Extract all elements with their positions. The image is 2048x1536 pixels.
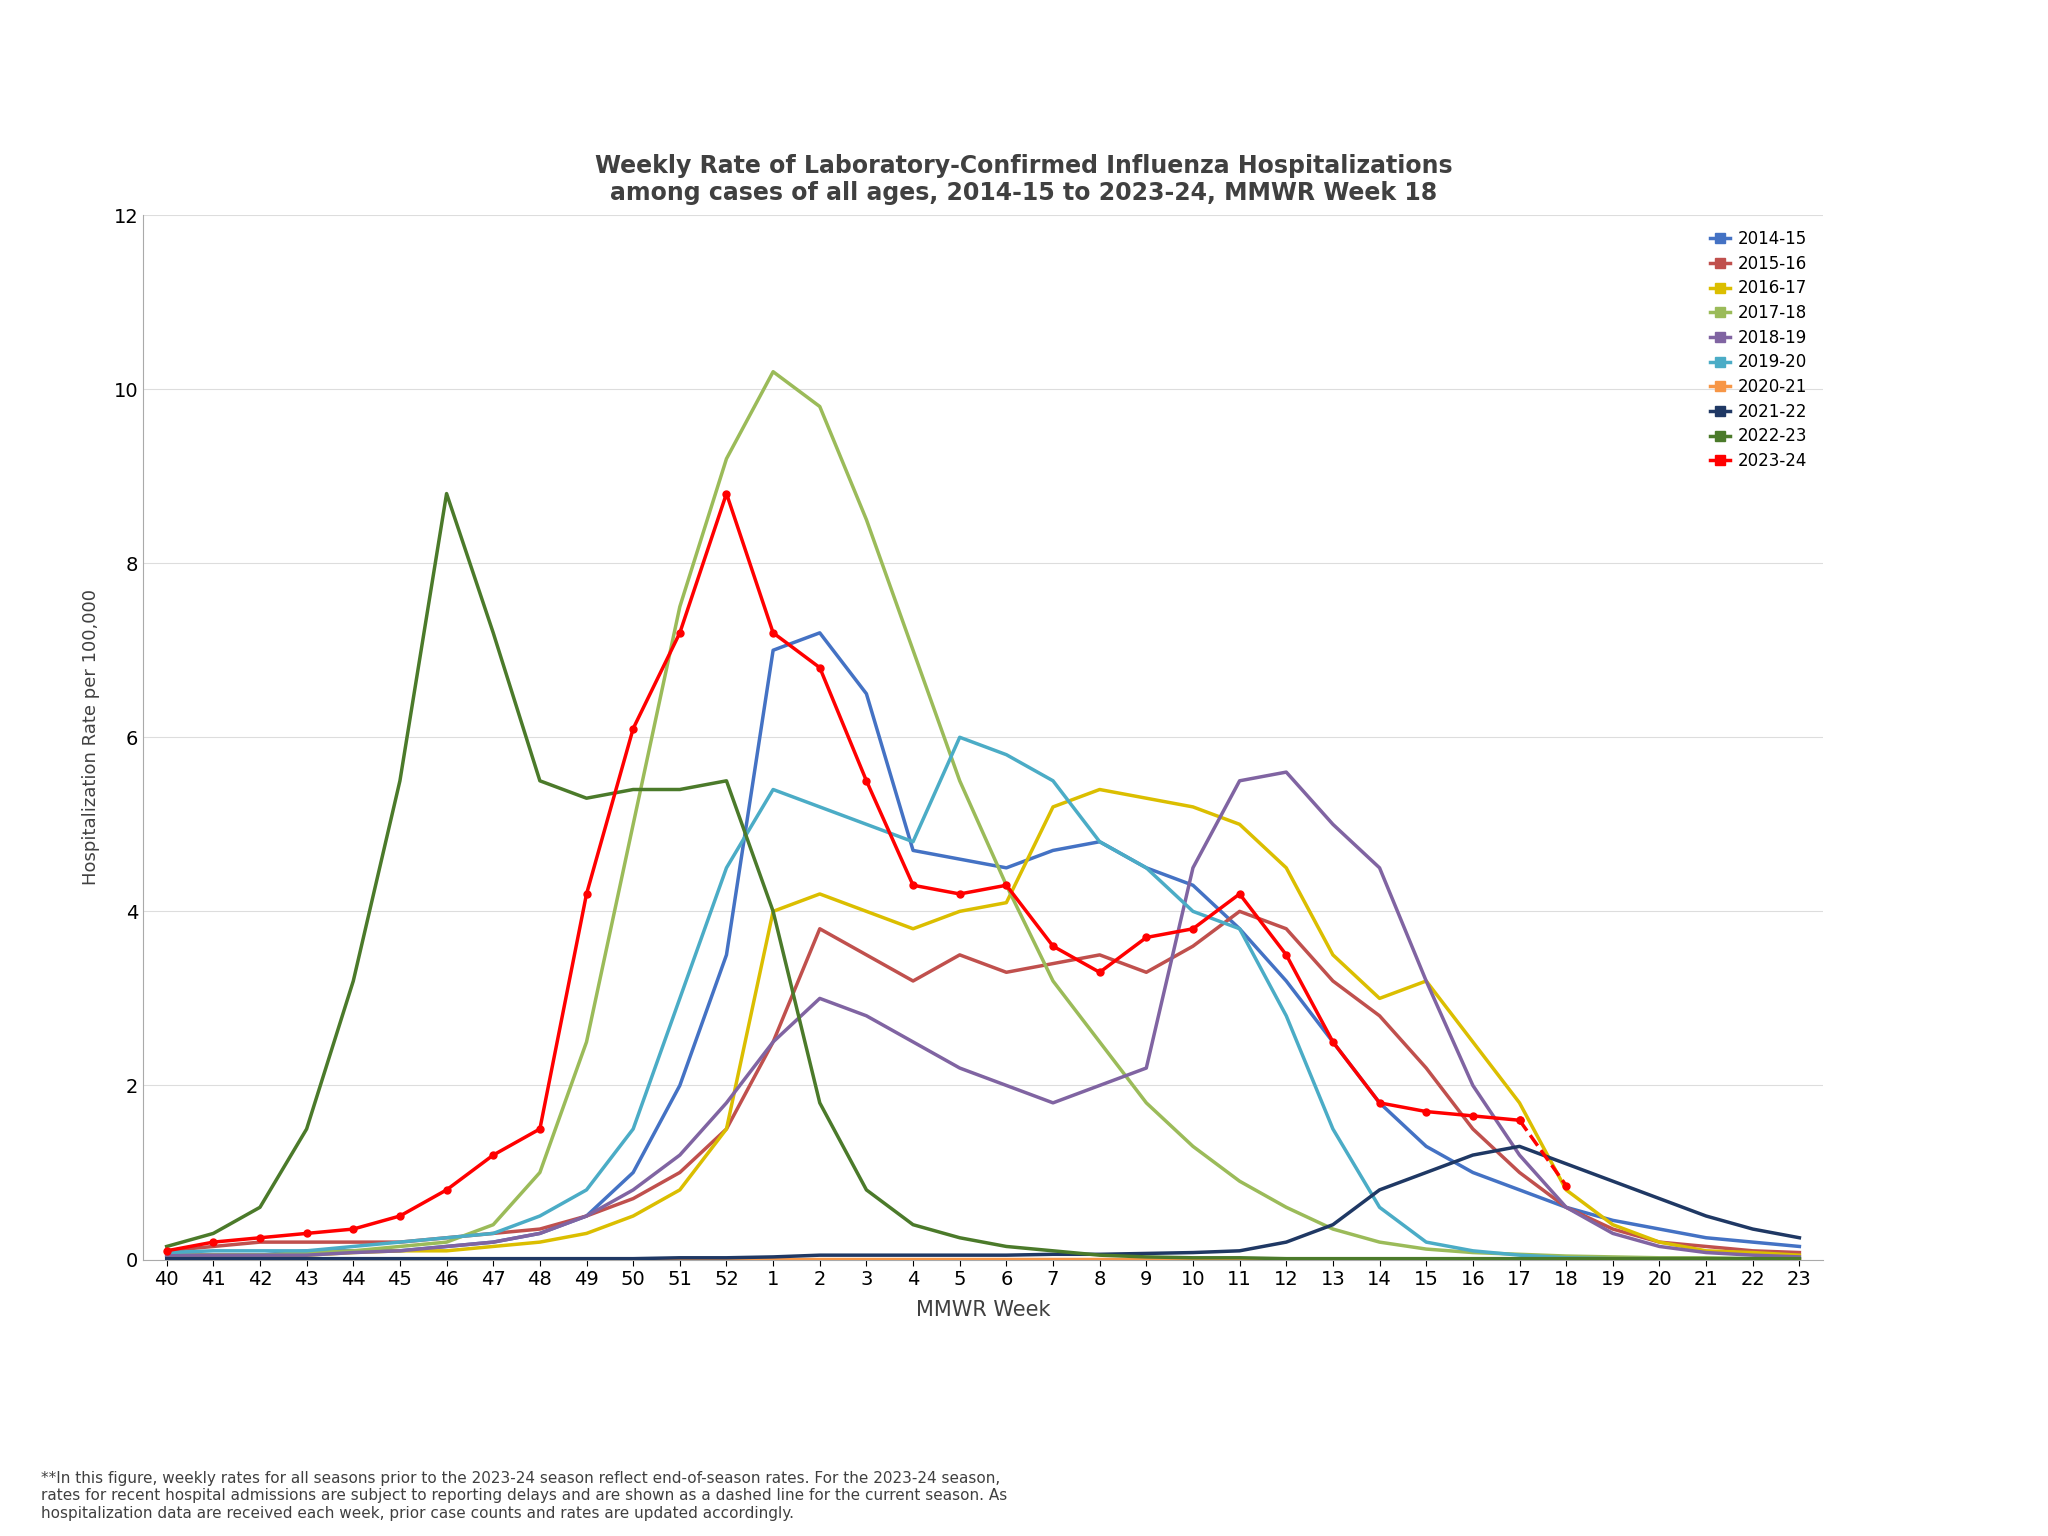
Text: **In this figure, weekly rates for all seasons prior to the 2023-24 season refle: **In this figure, weekly rates for all s…: [41, 1471, 1008, 1521]
Y-axis label: Hospitalization Rate per 100,000: Hospitalization Rate per 100,000: [82, 590, 100, 885]
Text: Weekly Rate of Laboratory-Confirmed Influenza Hospitalizations
among cases of al: Weekly Rate of Laboratory-Confirmed Infl…: [596, 154, 1452, 206]
Legend: 2014-15, 2015-16, 2016-17, 2017-18, 2018-19, 2019-20, 2020-21, 2021-22, 2022-23,: 2014-15, 2015-16, 2016-17, 2017-18, 2018…: [1704, 223, 1815, 476]
X-axis label: MMWR Week: MMWR Week: [915, 1299, 1051, 1319]
